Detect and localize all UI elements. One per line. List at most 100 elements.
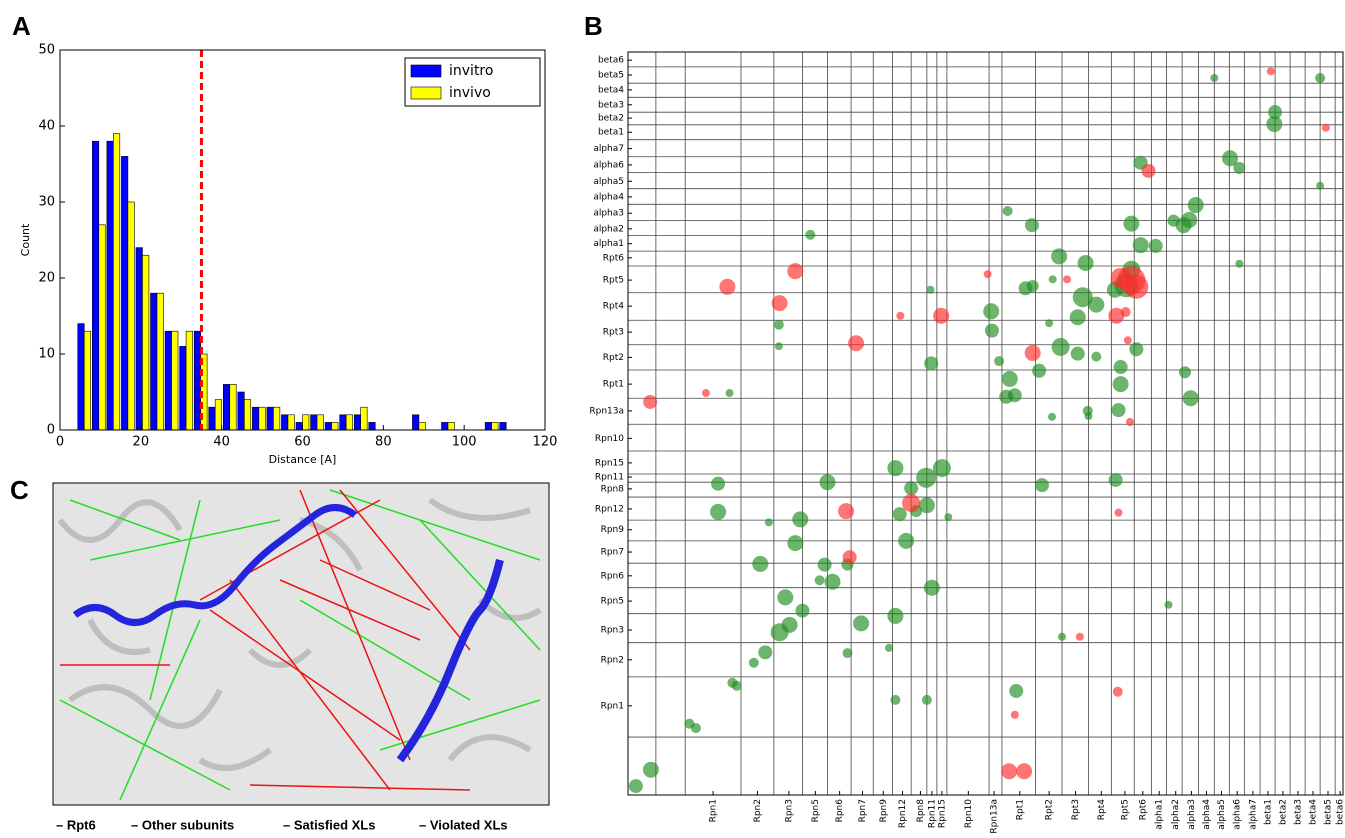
x-tick-label: alpha7 — [1248, 799, 1258, 830]
x-tick-label: alpha2 — [1171, 799, 1181, 830]
crosslink-bubble — [926, 286, 934, 294]
crosslink-bubble — [777, 589, 793, 605]
crosslink-bubble — [1188, 197, 1204, 213]
y-tick-label: 10 — [38, 347, 55, 362]
legend-label: invitro — [449, 63, 493, 79]
crosslink-bubble — [1124, 275, 1148, 299]
bar — [442, 422, 448, 430]
bar — [186, 331, 192, 430]
bar — [325, 422, 331, 430]
bar — [252, 407, 258, 430]
y-tick-label: 20 — [38, 271, 55, 286]
crosslink-bubble — [902, 494, 920, 512]
crosslink-bubble — [1035, 478, 1049, 492]
crosslink-bubble — [843, 550, 857, 564]
crosslink-bubble — [1016, 763, 1032, 779]
bar — [485, 422, 491, 430]
legend-label: – Rpt6 — [56, 817, 96, 832]
bar — [194, 331, 200, 430]
y-axis-label: Count — [19, 223, 32, 256]
y-tick-label: Rpn2 — [601, 655, 624, 665]
y-tick-label: Rpn11 — [595, 472, 624, 482]
crosslink-bubble — [1009, 684, 1023, 698]
crosslink-bubble — [787, 535, 803, 551]
crosslink-bubble — [1011, 711, 1019, 719]
crosslink-bubble — [805, 230, 815, 240]
crosslink-bubble — [782, 617, 798, 633]
crosslink-bubble — [1063, 275, 1071, 283]
crosslink-bubble — [898, 533, 914, 549]
bar — [180, 346, 186, 430]
bar — [296, 422, 302, 430]
crosslink-bubble — [1113, 687, 1123, 697]
crosslink-bubble — [752, 556, 768, 572]
y-tick-label: beta6 — [598, 56, 624, 66]
x-tick-label: Rpn11 — [927, 799, 937, 828]
x-tick-label: Rpn3 — [784, 799, 794, 822]
crosslink-bubble — [890, 695, 900, 705]
y-tick-label: Rpt3 — [603, 328, 624, 338]
bar — [128, 202, 134, 430]
crosslink-bubble — [1084, 412, 1092, 420]
bar — [448, 422, 454, 430]
y-tick-label: 30 — [38, 195, 55, 210]
crosslink-bubble — [726, 389, 734, 397]
crosslink-bubble — [787, 263, 803, 279]
crosslink-bubble — [1121, 307, 1131, 317]
crosslink-bubble — [1070, 309, 1086, 325]
crosslink-bubble — [1078, 255, 1094, 271]
crosslink-bubble — [1233, 162, 1245, 174]
x-tick-label: Rpt6 — [1138, 799, 1148, 820]
crosslink-bubble — [1045, 319, 1053, 327]
crosslink-bubble — [885, 644, 893, 652]
y-tick-label: Rpn1 — [601, 701, 624, 711]
crosslink-bubble — [1001, 763, 1017, 779]
bar — [84, 331, 90, 430]
crosslink-bubble — [1114, 509, 1122, 517]
y-tick-label: Rpt4 — [603, 302, 624, 312]
crosslink-bubble — [994, 356, 1004, 366]
bar — [340, 415, 346, 430]
crosslink-bubble — [896, 312, 904, 320]
bar — [92, 141, 98, 430]
x-tick-label: beta4 — [1308, 799, 1318, 825]
y-tick-label: alpha1 — [593, 239, 624, 249]
bar — [354, 415, 360, 430]
crosslink-bubble — [819, 474, 835, 490]
bar — [238, 392, 244, 430]
y-tick-label: Rpn12 — [595, 504, 624, 514]
crosslink-bubble — [1091, 352, 1101, 362]
crosslink-bubble — [691, 723, 701, 733]
x-tick-label: beta1 — [1263, 799, 1273, 825]
bar — [151, 293, 157, 430]
y-tick-label: Rpt5 — [603, 276, 624, 286]
bar — [165, 331, 171, 430]
crosslink-bubble — [824, 574, 840, 590]
y-tick-label: beta2 — [598, 114, 624, 124]
x-tick-label: Rpn10 — [964, 799, 974, 828]
crosslink-bubble — [643, 395, 657, 409]
x-tick-label: Rpn15 — [937, 799, 947, 828]
y-tick-label: Rpn13a — [589, 406, 624, 416]
y-tick-label: alpha5 — [593, 177, 624, 187]
crosslink-bubble — [1048, 413, 1056, 421]
crosslink-bubble — [853, 615, 869, 631]
crosslink-bubble — [1052, 338, 1070, 356]
panel-label: A — [12, 11, 31, 41]
crosslink-bubble — [629, 779, 643, 793]
x-tick-label: Rpn12 — [898, 799, 908, 828]
legend-label: – Violated XLs — [419, 817, 508, 832]
crosslink-bubble — [758, 645, 772, 659]
crosslink-bubble — [893, 507, 907, 521]
crosslink-bubble — [1142, 164, 1156, 178]
x-tick-label: beta2 — [1278, 799, 1288, 825]
crosslink-bubble — [924, 580, 940, 596]
crosslink-bubble — [1316, 182, 1324, 190]
x-tick-label: Rpn7 — [858, 799, 868, 822]
bar — [121, 156, 127, 430]
y-tick-label: Rpt1 — [603, 380, 624, 390]
y-tick-label: Rpn9 — [601, 525, 625, 535]
x-tick-label: Rpn5 — [811, 799, 821, 822]
x-tick-label: Rpn9 — [879, 799, 889, 823]
crosslink-bubble — [1165, 601, 1173, 609]
